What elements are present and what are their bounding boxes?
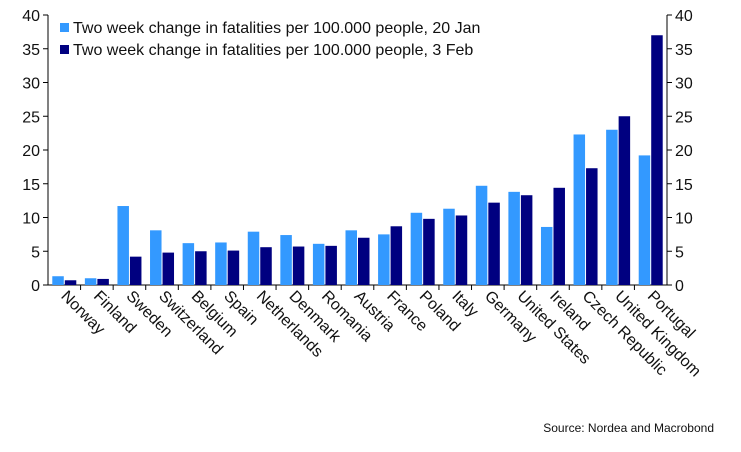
left-y-tick-label: 40 bbox=[22, 8, 40, 25]
bar-20-jan bbox=[378, 234, 390, 286]
bar-3-feb bbox=[455, 215, 468, 285]
bar-20-jan bbox=[215, 242, 227, 285]
bar-3-feb bbox=[227, 250, 240, 285]
left-y-tick-label: 5 bbox=[31, 244, 40, 261]
bar-20-jan bbox=[638, 155, 651, 285]
bar-3-feb bbox=[358, 237, 370, 285]
legend: Two week change in fatalities per 100.00… bbox=[60, 20, 480, 59]
bar-20-jan bbox=[52, 276, 64, 285]
legend-label-20-jan: Two week change in fatalities per 100.00… bbox=[73, 20, 480, 37]
bar-20-jan bbox=[84, 278, 97, 285]
bars bbox=[52, 35, 663, 286]
source-note: Source: Nordea and Macrobond bbox=[543, 421, 714, 435]
bar-20-jan bbox=[573, 134, 586, 285]
bar-20-jan bbox=[540, 226, 553, 285]
bar-20-jan bbox=[475, 185, 488, 285]
bar-3-feb bbox=[292, 246, 305, 285]
bar-20-jan bbox=[247, 231, 260, 285]
bar-3-feb bbox=[64, 280, 77, 285]
right-y-tick-label: 20 bbox=[675, 143, 693, 160]
bar-20-jan bbox=[606, 129, 618, 285]
bar-20-jan bbox=[312, 243, 325, 285]
left-y-tick-label: 0 bbox=[31, 278, 40, 295]
right-y-tick-label: 0 bbox=[675, 278, 684, 295]
legend-label-3-feb: Two week change in fatalities per 100.00… bbox=[73, 42, 473, 59]
bar-3-feb bbox=[390, 226, 403, 285]
bar-3-feb bbox=[586, 168, 598, 285]
left-y-tick-label: 35 bbox=[22, 42, 40, 59]
right-y-tick-label: 35 bbox=[675, 42, 693, 59]
bar-3-feb bbox=[129, 256, 142, 285]
category-labels: NorwayFinlandSwedenSwitzerlandBelgiumSpa… bbox=[57, 288, 703, 381]
left-y-tick-label: 25 bbox=[22, 109, 40, 126]
left-y-tick-label: 10 bbox=[22, 211, 40, 228]
bar-3-feb bbox=[97, 278, 109, 285]
bar-20-jan bbox=[410, 212, 423, 285]
bar-20-jan bbox=[182, 243, 195, 285]
bar-3-feb bbox=[520, 195, 533, 285]
right-y-tick-label: 5 bbox=[675, 244, 684, 261]
left-y-axis: 0 5 10 15 20 25 30 35 40 bbox=[22, 8, 48, 295]
bar-3-feb bbox=[325, 245, 337, 285]
bar-3-feb bbox=[260, 247, 272, 285]
right-y-tick-label: 10 bbox=[675, 211, 693, 228]
legend-swatch-20-jan bbox=[60, 23, 69, 32]
bar-20-jan bbox=[117, 206, 129, 285]
bar-3-feb bbox=[162, 252, 175, 285]
bar-20-jan bbox=[345, 230, 357, 285]
bar-3-feb bbox=[618, 116, 631, 285]
right-y-tick-label: 40 bbox=[675, 8, 693, 25]
bar-3-feb bbox=[651, 35, 663, 285]
right-y-tick-label: 30 bbox=[675, 76, 693, 93]
left-y-tick-label: 30 bbox=[22, 76, 40, 93]
bar-3-feb bbox=[488, 202, 500, 285]
right-y-tick-label: 25 bbox=[675, 109, 693, 126]
bar-3-feb bbox=[195, 251, 207, 285]
right-y-tick-label: 15 bbox=[675, 177, 693, 194]
right-y-axis: 0 5 10 15 20 25 30 35 40 bbox=[667, 8, 693, 295]
left-y-tick-label: 15 bbox=[22, 177, 40, 194]
bar-3-feb bbox=[423, 218, 435, 285]
bar-20-jan bbox=[150, 230, 162, 285]
legend-swatch-3-feb bbox=[60, 45, 69, 54]
bar-20-jan bbox=[280, 235, 292, 285]
bar-20-jan bbox=[443, 208, 455, 285]
left-y-tick-label: 20 bbox=[22, 143, 40, 160]
bar-3-feb bbox=[553, 187, 565, 285]
bar-20-jan bbox=[508, 191, 520, 285]
